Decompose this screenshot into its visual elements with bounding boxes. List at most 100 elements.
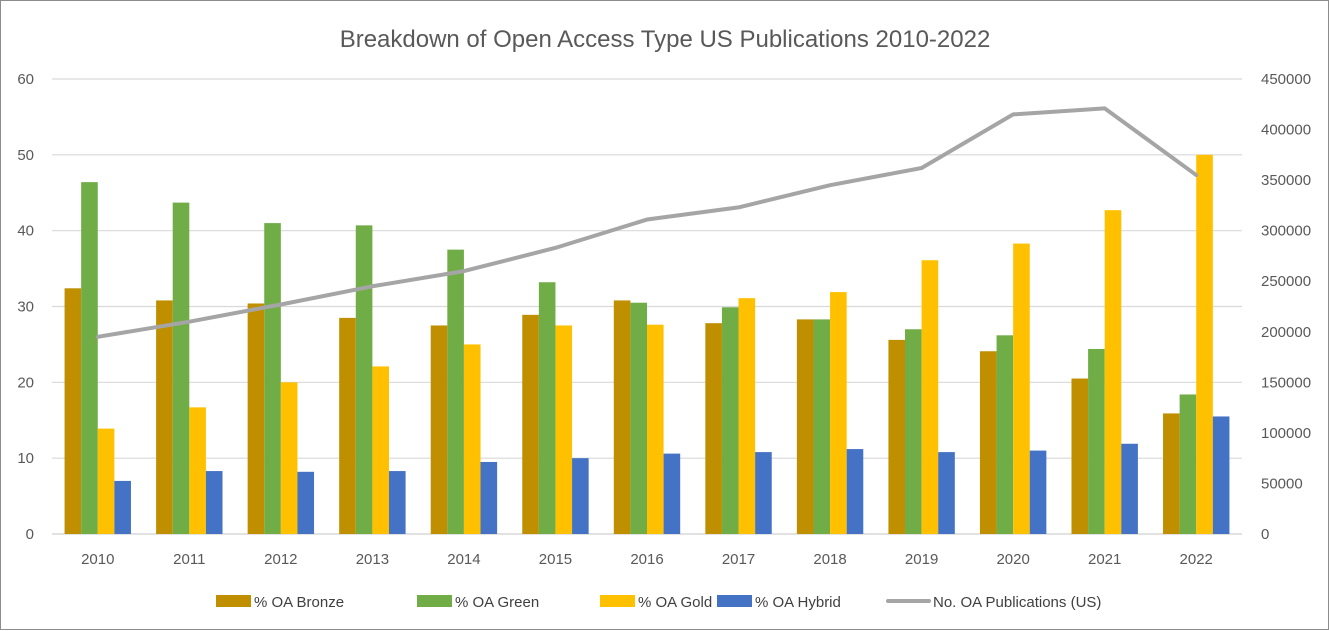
bar-hybrid-2010 [114, 481, 131, 534]
legend-swatch-0 [216, 595, 251, 607]
y2-tick-label: 200000 [1261, 324, 1311, 341]
x-tick-label: 2018 [813, 551, 846, 568]
legend-label: % OA Bronze [254, 594, 344, 611]
bar-green-2020 [997, 335, 1014, 534]
x-tick-label: 2020 [996, 551, 1029, 568]
y-tick-label: 60 [17, 71, 34, 88]
bar-green-2022 [1180, 394, 1197, 534]
y2-tick-label: 450000 [1261, 71, 1311, 88]
bar-hybrid-2015 [572, 458, 589, 534]
bar-green-2010 [81, 182, 98, 534]
legend-label: No. OA Publications (US) [933, 594, 1101, 611]
bar-green-2017 [722, 307, 739, 534]
legend: % OA Bronze % OA Green % OA Gold % OA Hybri… [216, 594, 1101, 611]
x-tick-label: 2022 [1180, 551, 1213, 568]
line-series-group [98, 108, 1197, 337]
y-axis-left: 0 10 20 30 40 50 60 [17, 71, 34, 543]
y-tick-label: 10 [17, 450, 34, 467]
x-tick-label: 2013 [356, 551, 389, 568]
x-tick-label: 2015 [539, 551, 572, 568]
bar-bronze-2016 [614, 300, 631, 534]
bar-gold-2021 [1105, 210, 1122, 534]
bar-green-2012 [264, 223, 281, 534]
y2-tick-label: 350000 [1261, 172, 1311, 189]
legend-swatch-1 [417, 595, 452, 607]
bar-hybrid-2011 [206, 471, 223, 534]
legend-swatch-3 [717, 595, 752, 607]
bar-green-2011 [173, 203, 190, 534]
bar-green-2016 [630, 303, 647, 534]
y-tick-label: 0 [26, 526, 34, 543]
bar-hybrid-2019 [938, 452, 955, 534]
bar-green-2014 [447, 250, 464, 534]
x-tick-label: 2012 [264, 551, 297, 568]
legend-label: % OA Green [455, 594, 539, 611]
chart-title: Breakdown of Open Access Type US Publica… [340, 26, 991, 53]
bar-gold-2016 [647, 325, 664, 534]
bar-hybrid-2022 [1213, 416, 1230, 534]
y-axis-right: 0 50000 100000 150000 200000 250000 300000 3500… [1261, 71, 1311, 543]
y-tick-label: 30 [17, 299, 34, 316]
y2-tick-label: 400000 [1261, 122, 1311, 139]
bar-gold-2018 [830, 292, 847, 534]
bar-bronze-2015 [522, 315, 539, 534]
bar-hybrid-2020 [1030, 451, 1047, 534]
bar-gold-2015 [555, 325, 572, 534]
y-tick-label: 40 [17, 223, 34, 240]
bar-gold-2010 [98, 429, 115, 534]
bar-bronze-2013 [339, 318, 356, 534]
bar-gold-2017 [739, 298, 756, 534]
bar-hybrid-2012 [297, 472, 314, 534]
bar-hybrid-2018 [847, 449, 864, 534]
x-tick-label: 2016 [630, 551, 663, 568]
bar-bronze-2014 [431, 325, 448, 534]
bar-gold-2019 [922, 260, 939, 534]
x-axis: 2010 2011 2012 2013 2014 2015 2016 2017 2018 2019… [81, 551, 1213, 568]
x-tick-label: 2010 [81, 551, 114, 568]
y2-tick-label: 100000 [1261, 425, 1311, 442]
bar-hybrid-2017 [755, 452, 772, 534]
y2-tick-label: 300000 [1261, 223, 1311, 240]
bar-gold-2014 [464, 344, 481, 534]
bar-bronze-2022 [1163, 413, 1180, 534]
bar-green-2015 [539, 282, 556, 534]
bar-hybrid-2014 [481, 462, 498, 534]
x-tick-label: 2017 [722, 551, 755, 568]
bar-green-2018 [813, 319, 830, 534]
bar-bronze-2011 [156, 300, 173, 534]
y-tick-label: 20 [17, 374, 34, 391]
bar-gold-2022 [1196, 155, 1213, 534]
bar-gold-2011 [189, 407, 206, 534]
bar-bronze-2012 [248, 303, 265, 534]
y-tick-label: 50 [17, 147, 34, 164]
bar-hybrid-2021 [1121, 444, 1138, 534]
bar-green-2021 [1088, 349, 1105, 534]
x-tick-label: 2011 [173, 551, 205, 568]
x-tick-label: 2021 [1088, 551, 1121, 568]
bar-series-group [65, 155, 1230, 534]
bar-bronze-2018 [797, 319, 814, 534]
y2-tick-label: 50000 [1261, 475, 1303, 492]
bar-green-2013 [356, 225, 373, 534]
bar-bronze-2010 [65, 288, 82, 534]
bar-bronze-2021 [1071, 379, 1088, 534]
x-tick-label: 2014 [447, 551, 480, 568]
y2-tick-label: 250000 [1261, 273, 1311, 290]
bar-hybrid-2016 [664, 454, 681, 534]
bar-bronze-2020 [980, 351, 997, 534]
y2-tick-label: 150000 [1261, 374, 1311, 391]
y2-tick-label: 0 [1261, 526, 1269, 543]
bar-gold-2020 [1013, 244, 1030, 534]
legend-label: % OA Hybrid [755, 594, 841, 611]
bar-gold-2012 [281, 382, 298, 534]
x-tick-label: 2019 [905, 551, 938, 568]
legend-swatch-2 [600, 595, 635, 607]
bar-gold-2013 [372, 366, 389, 534]
bar-bronze-2019 [888, 340, 905, 534]
legend-label: % OA Gold [638, 594, 712, 611]
bar-bronze-2017 [705, 323, 722, 534]
bar-hybrid-2013 [389, 471, 406, 534]
line-no-oa-publications [98, 108, 1196, 337]
